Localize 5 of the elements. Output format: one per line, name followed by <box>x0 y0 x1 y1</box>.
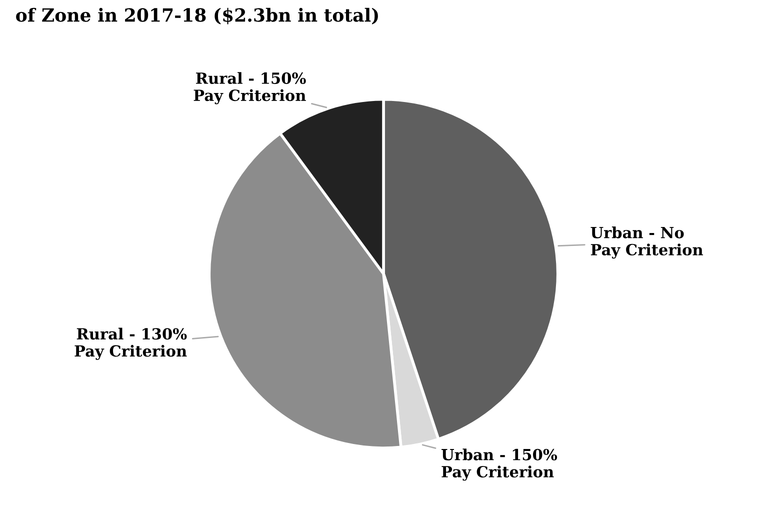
chart-title: of Zone in 2017-18 ($2.3bn in total) <box>16 8 378 24</box>
slice-label: Rural - 130% Pay Criterion <box>74 328 187 360</box>
slice-label: Urban - 150% Pay Criterion <box>442 448 558 481</box>
slice-label: Rural - 150% Pay Criterion <box>194 72 306 104</box>
slice-label: Urban - No Pay Criterion <box>590 226 703 259</box>
